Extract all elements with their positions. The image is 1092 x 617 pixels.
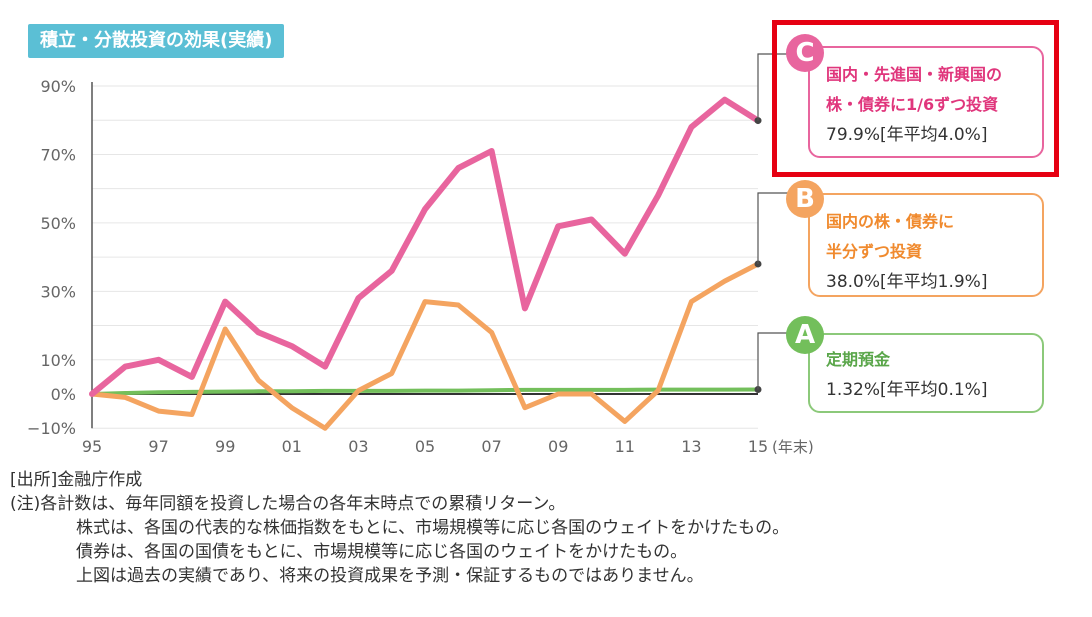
x-tick-label: 97 — [148, 437, 168, 456]
x-tick-label: 13 — [681, 437, 701, 456]
y-tick-label: 0% — [51, 385, 76, 404]
highlight-box — [772, 20, 1059, 177]
y-tick-label: 30% — [40, 282, 76, 301]
badge-b: B — [786, 180, 824, 218]
x-tick-label: 95 — [82, 437, 102, 456]
source-note: [出所]金融庁作成 — [10, 470, 143, 490]
x-tick-label: 05 — [415, 437, 435, 456]
notes: [出所]金融庁作成 (注)各計数は、毎年同額を投資した場合の各年末時点での累積リ… — [10, 468, 1080, 588]
badge-c: C — [786, 34, 824, 72]
callout-c-value: 79.9%[年平均4.0%] — [826, 125, 988, 145]
callout-b-line1: 国内の株・債券に — [826, 212, 955, 231]
badge-a: A — [786, 316, 824, 354]
x-tick-label: 11 — [615, 437, 635, 456]
x-tick-label: 03 — [348, 437, 368, 456]
chart-title: 積立・分散投資の効果(実績) — [28, 24, 285, 58]
callout-c-line1: 国内・先進国・新興国の — [826, 65, 1003, 84]
y-tick-label: 90% — [40, 77, 76, 96]
callout-a-value: 1.32%[年平均0.1%] — [826, 380, 988, 400]
leader-line-b — [757, 192, 790, 264]
y-tick-label: 70% — [40, 145, 76, 164]
x-tick-label: 07 — [481, 437, 501, 456]
y-tick-label: −10% — [27, 419, 76, 438]
note-disclaimer: 上図は過去の実績であり、将来の投資成果を予測・保証するものではありません。 — [76, 566, 704, 586]
note-stocks: 株式は、各国の代表的な株価指数をもとに、市場規模等に応じ各国のウェイトをかけたも… — [76, 518, 790, 538]
x-tick-label: 99 — [215, 437, 235, 456]
x-tick-label: 09 — [548, 437, 568, 456]
callout-b: 国内の株・債券に 半分ずつ投資 38.0%[年平均1.9%] — [808, 193, 1044, 297]
callout-b-value: 38.0%[年平均1.9%] — [826, 272, 988, 292]
series-line-c — [89, 96, 761, 397]
x-axis-unit: (年末) — [772, 438, 814, 456]
note-intro: (注)各計数は、毎年同額を投資した場合の各年末時点での累積リターン。 — [10, 494, 566, 514]
leader-line-c — [757, 53, 790, 121]
line-chart: 90% 70% 50% 30% 10% 0% −10% 95 97 99 01 03 05 07 09 11 1… — [27, 53, 814, 456]
note-bonds: 債券は、各国の国債をもとに、市場規模等に応じ各国のウェイトをかけたもの。 — [76, 542, 688, 562]
x-tick-label: 15 — [748, 437, 768, 456]
callout-a: 定期預金 1.32%[年平均0.1%] — [808, 333, 1044, 413]
callout-c-line2: 株・債券に1/6ずつ投資 — [826, 95, 999, 114]
x-tick-label: 01 — [282, 437, 302, 456]
leader-line-a — [757, 332, 790, 390]
y-tick-label: 10% — [40, 351, 76, 370]
callout-b-line2: 半分ずつ投資 — [826, 242, 923, 261]
series-line-b — [89, 261, 761, 431]
callout-a-line1: 定期預金 — [826, 350, 891, 369]
callout-c: 国内・先進国・新興国の 株・債券に1/6ずつ投資 79.9%[年平均4.0%] — [808, 46, 1044, 158]
y-tick-label: 50% — [40, 214, 76, 233]
